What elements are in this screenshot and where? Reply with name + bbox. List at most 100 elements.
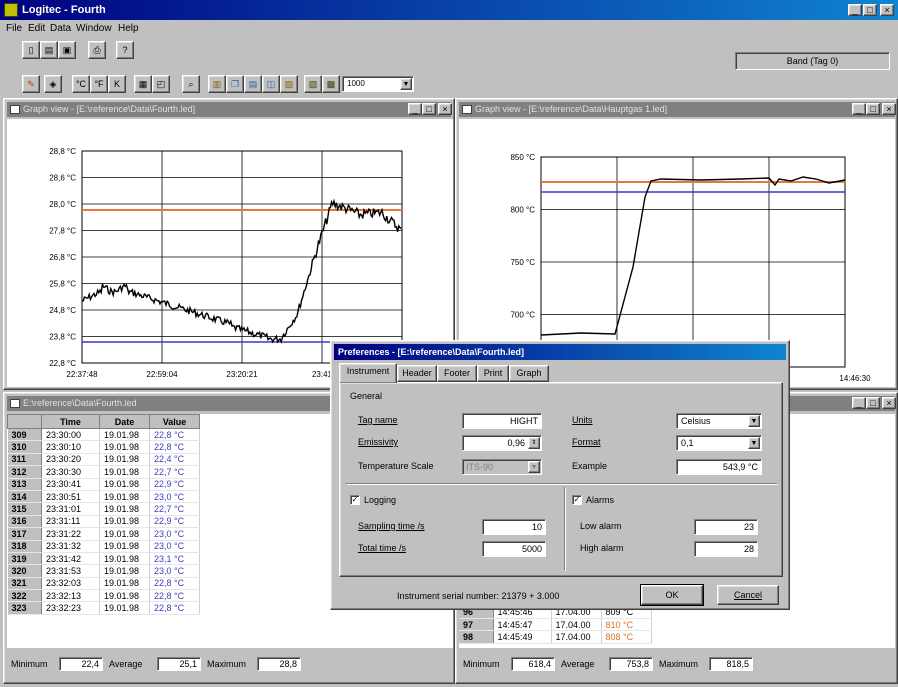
table-row[interactable]: 319 23:31:42 19.01.98 23,1 °C: [7, 552, 200, 566]
fahrenheit-icon[interactable]: °F: [90, 75, 108, 93]
measure-icon[interactable]: ✎: [22, 75, 40, 93]
table-view-icon[interactable]: ▦: [134, 75, 152, 93]
data-table-left: Time Date Value 309 23:30:00 19.01.98 22,8 …: [7, 414, 200, 615]
device-icon[interactable]: ◈: [44, 75, 62, 93]
alarms-checkbox[interactable]: ✓: [572, 495, 582, 505]
table-row[interactable]: 314 23:30:51 19.01.98 23,0 °C: [7, 490, 200, 504]
table-row[interactable]: 312 23:30:30 19.01.98 22,7 °C: [7, 465, 200, 479]
column-header-time[interactable]: Time: [41, 414, 100, 429]
table-row[interactable]: 323 23:32:23 19.01.98 22,8 °C: [7, 601, 200, 615]
tab-instrument[interactable]: Instrument: [339, 363, 397, 383]
y-tick-label: 750 °C: [510, 258, 535, 267]
table-row[interactable]: 316 23:31:11 19.01.98 22,9 °C: [7, 515, 200, 529]
cancel-button[interactable]: Cancel: [717, 585, 779, 605]
tab-footer[interactable]: Footer: [437, 365, 477, 382]
close-icon[interactable]: ×: [438, 103, 452, 115]
table-row[interactable]: 320 23:31:53 19.01.98 23,0 °C: [7, 564, 200, 578]
tile-icon[interactable]: ▥: [208, 75, 226, 93]
print-icon[interactable]: ⎙: [88, 41, 106, 59]
graph-view-icon[interactable]: ◰: [152, 75, 170, 93]
save-icon[interactable]: ▣: [58, 41, 76, 59]
total-time-field[interactable]: 5000: [482, 541, 546, 557]
chevron-down-icon[interactable]: ▼: [748, 437, 760, 449]
chevron-down-icon[interactable]: ▼: [400, 78, 412, 90]
zoom-icon[interactable]: ⌕: [182, 75, 200, 93]
rate-select[interactable]: 1000 ▼: [342, 76, 414, 92]
table-row[interactable]: 310 23:30:10 19.01.98 22,8 °C: [7, 440, 200, 454]
menu-file[interactable]: File: [6, 23, 23, 34]
menu-data[interactable]: Data: [50, 23, 72, 34]
table-row[interactable]: 317 23:31:22 19.01.98 23,0 °C: [7, 527, 200, 541]
table-row[interactable]: 322 23:32:13 19.01.98 22,8 °C: [7, 589, 200, 603]
help-icon[interactable]: ?: [116, 41, 134, 59]
menu-window[interactable]: Window: [76, 23, 112, 34]
close-icon[interactable]: ×: [882, 397, 896, 409]
graph-left-area[interactable]: 28,8 °C 28,6 °C 28,0 °C 27,8 °C 26,8 °C 25,8 …: [7, 119, 453, 387]
celsius-icon[interactable]: °C: [72, 75, 90, 93]
table-row[interactable]: 311 23:30:20 19.01.98 22,4 °C: [7, 453, 200, 467]
export-icon[interactable]: ▨: [304, 75, 322, 93]
tag-name-field[interactable]: HIGHT: [462, 413, 542, 429]
column-header-date[interactable]: Date: [99, 414, 150, 429]
chevron-down-icon[interactable]: ▼: [528, 461, 540, 473]
app-title-bar[interactable]: Logitec - Fourth _ □ ×: [0, 0, 898, 20]
import-icon[interactable]: ▩: [322, 75, 340, 93]
graph-right-title[interactable]: Graph view - [E:\reference\Data\Hauptgas…: [459, 102, 895, 117]
arrange-icon[interactable]: ▤: [244, 75, 262, 93]
cascade-icon[interactable]: ❐: [226, 75, 244, 93]
close-icon[interactable]: ×: [880, 4, 894, 16]
table-row[interactable]: 97 14:45:47 17.04.00 810 °C: [459, 618, 652, 632]
spinner-arrows-icon[interactable]: ⇕: [528, 437, 540, 449]
menu-help[interactable]: Help: [118, 23, 139, 34]
graph-left-plot[interactable]: 28,8 °C 28,6 °C 28,0 °C 27,8 °C 26,8 °C 25,8 …: [7, 119, 453, 387]
avg-label: Average: [109, 659, 143, 669]
units-select[interactable]: Celsius ▼: [676, 413, 762, 429]
maximize-icon[interactable]: □: [866, 397, 880, 409]
tab-print[interactable]: Print: [477, 365, 509, 382]
tab-header[interactable]: Header: [397, 365, 437, 382]
stats-icon[interactable]: ▧: [280, 75, 298, 93]
open-file-icon[interactable]: ▤: [40, 41, 58, 59]
table-window-left[interactable]: E:\reference\Data\Fourth.led Time Date V…: [3, 392, 455, 684]
maximize-icon[interactable]: □: [863, 4, 877, 16]
minimize-icon[interactable]: _: [848, 4, 862, 16]
graph-window-left[interactable]: Graph view - [E:\reference\Data\Fourth.l…: [3, 98, 455, 390]
ok-button[interactable]: OK: [640, 584, 704, 606]
minimize-icon[interactable]: _: [408, 103, 422, 115]
kelvin-icon[interactable]: K: [108, 75, 126, 93]
menu-edit[interactable]: Edit: [28, 23, 46, 34]
avg-value: 753,8: [609, 657, 653, 671]
table-row[interactable]: 318 23:31:32 19.01.98 23,0 °C: [7, 540, 200, 553]
close-icon[interactable]: ×: [882, 103, 896, 115]
maximize-icon[interactable]: □: [866, 103, 880, 115]
table-row[interactable]: 313 23:30:41 19.01.98 22,9 °C: [7, 478, 200, 491]
format-select[interactable]: 0,1 ▼: [676, 435, 762, 451]
preferences-title[interactable]: Preferences - [E:\reference\Data\Fourth.…: [334, 344, 786, 360]
sampling-time-field[interactable]: 10: [482, 519, 546, 535]
row-value: 808 °C: [601, 630, 652, 644]
new-file-icon[interactable]: ▯: [22, 41, 40, 59]
graph-left-title[interactable]: Graph view - [E:\reference\Data\Fourth.l…: [7, 102, 451, 117]
table-row[interactable]: 315 23:31:01 19.01.98 22,7 °C: [7, 502, 200, 516]
row-time: 23:30:20: [41, 453, 100, 467]
preferences-dialog[interactable]: Preferences - [E:\reference\Data\Fourth.…: [330, 340, 790, 610]
tab-graph[interactable]: Graph: [509, 365, 549, 382]
emissivity-spinner[interactable]: 0,96 ⇕: [462, 435, 542, 451]
table-row[interactable]: 98 14:45:49 17.04.00 808 °C: [459, 630, 652, 644]
row-value: 23,0 °C: [149, 490, 200, 504]
temp-scale-select[interactable]: ITS-90 ▼: [462, 459, 542, 475]
table-row[interactable]: 309 23:30:00 19.01.98 22,8 °C: [7, 428, 200, 442]
table-left-grid[interactable]: Time Date Value 309 23:30:00 19.01.98 22,8 …: [7, 414, 453, 648]
minimize-icon[interactable]: _: [852, 103, 866, 115]
maximize-icon[interactable]: □: [422, 103, 436, 115]
column-header-value[interactable]: Value: [149, 414, 200, 429]
split-icon[interactable]: ◫: [262, 75, 280, 93]
chevron-down-icon[interactable]: ▼: [748, 415, 760, 427]
low-alarm-field[interactable]: 23: [694, 519, 758, 535]
high-alarm-field[interactable]: 28: [694, 541, 758, 557]
minimize-icon[interactable]: _: [852, 397, 866, 409]
logging-checkbox[interactable]: ✓: [350, 495, 360, 505]
table-row[interactable]: 321 23:32:03 19.01.98 22,8 °C: [7, 577, 200, 591]
